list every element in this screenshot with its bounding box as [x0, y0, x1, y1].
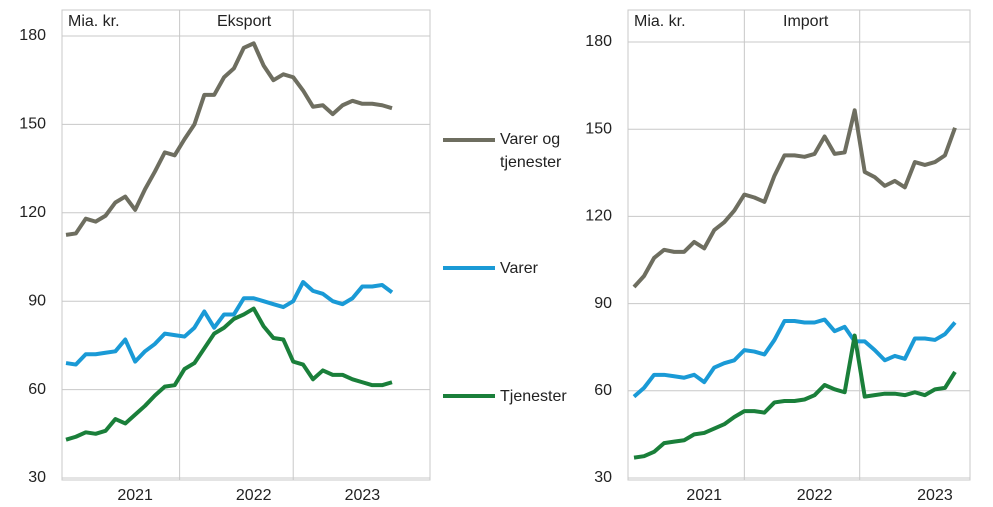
y-tick-label: 90: [594, 295, 612, 312]
chart-title: Import: [783, 13, 829, 30]
y-tick-label: 120: [585, 208, 612, 225]
y-tick-label: 60: [28, 381, 46, 398]
x-tick-label: 2023: [917, 487, 953, 504]
x-tick-label: 2022: [236, 487, 272, 504]
legend-label: Varer: [500, 260, 538, 277]
plot-frame: [627, 9, 971, 481]
y-axis-label: Mia. kr.: [634, 13, 686, 30]
y-tick-label: 120: [19, 204, 46, 221]
y-tick-label: 30: [28, 469, 46, 486]
legend-label: Varer og tjenester: [500, 131, 562, 171]
series-line: [65, 41, 393, 237]
series-line: [632, 317, 957, 399]
legend-label: Tjenester: [500, 388, 567, 405]
y-tick-label: 60: [594, 382, 612, 399]
y-tick-label: 30: [594, 469, 612, 486]
y-tick-label: 180: [585, 33, 612, 50]
x-tick-label: 2022: [797, 487, 833, 504]
y-tick-label: 150: [19, 116, 46, 133]
chart-title: Eksport: [217, 13, 272, 30]
series-line: [65, 306, 393, 442]
y-axis-label: Mia. kr.: [68, 13, 120, 30]
y-tick-label: 150: [585, 120, 612, 137]
plot-frame: [61, 9, 431, 481]
y-tick-label: 90: [28, 292, 46, 309]
x-tick-label: 2023: [345, 487, 381, 504]
x-tick-label: 2021: [686, 487, 722, 504]
series-line: [633, 333, 957, 460]
series-line: [65, 280, 394, 367]
series-line: [632, 108, 957, 289]
x-tick-label: 2021: [117, 487, 153, 504]
y-tick-label: 180: [19, 27, 46, 44]
